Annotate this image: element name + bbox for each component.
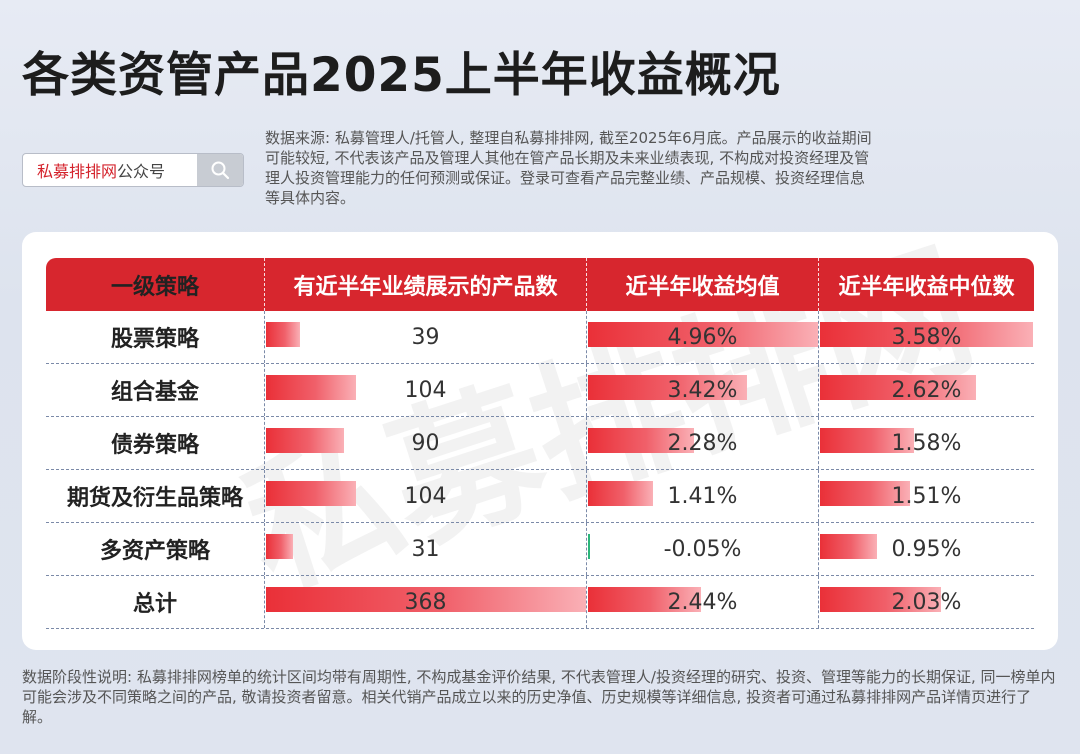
search-box[interactable]: 私募排排网 公众号 (22, 153, 244, 187)
mean-bar (588, 428, 694, 453)
count-value: 31 (411, 536, 440, 562)
table-row: 股票策略 39 4.96% 3.58% (46, 311, 1034, 364)
median-cell: 1.51% (819, 470, 1034, 522)
median-value: 3.58% (891, 324, 962, 350)
mean-bar (588, 322, 818, 347)
median-cell: 2.03% (819, 576, 1034, 628)
count-cell: 368 (265, 576, 587, 628)
median-value: 2.62% (891, 377, 962, 403)
count-value: 368 (404, 589, 447, 615)
table-header: 一级策略 有近半年业绩展示的产品数 近半年收益均值 近半年收益中位数 (46, 258, 1034, 311)
mean-cell: 4.96% (587, 311, 819, 363)
median-bar (820, 534, 877, 559)
count-bar (266, 587, 586, 612)
count-cell: 31 (265, 523, 587, 575)
mean-cell: 2.44% (587, 576, 819, 628)
median-bar (820, 375, 976, 400)
mean-value: -0.05% (663, 536, 742, 562)
mean-bar (588, 534, 590, 559)
header-count: 有近半年业绩展示的产品数 (265, 258, 587, 311)
strategy-label: 总计 (46, 576, 265, 628)
mean-cell: 1.41% (587, 470, 819, 522)
mean-cell: -0.05% (587, 523, 819, 575)
median-cell: 3.58% (819, 311, 1034, 363)
mean-cell: 2.28% (587, 417, 819, 469)
mean-value: 4.96% (667, 324, 738, 350)
mean-bar (588, 375, 747, 400)
mean-value: 1.41% (667, 483, 738, 509)
mean-value: 2.44% (667, 589, 738, 615)
count-value: 104 (404, 483, 447, 509)
table-row: 多资产策略 31 -0.05% 0.95% (46, 523, 1034, 576)
mean-bar (588, 587, 702, 612)
search-button[interactable] (197, 154, 243, 186)
header-strategy: 一级策略 (46, 258, 265, 311)
count-bar (266, 375, 357, 400)
count-bar (266, 322, 300, 347)
strategy-label: 期货及衍生品策略 (46, 470, 265, 522)
count-value: 90 (411, 430, 440, 456)
median-value: 1.51% (891, 483, 962, 509)
strategy-label: 债券策略 (46, 417, 265, 469)
search-brand: 私募排排网 (37, 162, 118, 181)
count-bar (266, 481, 357, 506)
mean-bar (588, 481, 654, 506)
search-icon (211, 161, 230, 180)
strategy-label: 股票策略 (46, 311, 265, 363)
median-cell: 2.62% (819, 364, 1034, 416)
median-value: 1.58% (891, 430, 962, 456)
count-value: 104 (404, 377, 447, 403)
count-cell: 39 (265, 311, 587, 363)
count-bar (266, 534, 293, 559)
count-cell: 104 (265, 364, 587, 416)
median-value: 0.95% (891, 536, 962, 562)
table-row: 组合基金 104 3.42% 2.62% (46, 364, 1034, 417)
strategy-label: 组合基金 (46, 364, 265, 416)
median-bar (820, 587, 941, 612)
header-mean: 近半年收益均值 (587, 258, 819, 311)
data-table: 一级策略 有近半年业绩展示的产品数 近半年收益均值 近半年收益中位数 股票策略 3… (46, 258, 1034, 629)
count-cell: 90 (265, 417, 587, 469)
median-bar (820, 322, 1033, 347)
table-row: 债券策略 90 2.28% 1.58% (46, 417, 1034, 470)
page-title: 各类资管产品2025上半年收益概况 (22, 48, 781, 103)
median-cell: 1.58% (819, 417, 1034, 469)
strategy-label: 多资产策略 (46, 523, 265, 575)
median-value: 2.03% (891, 589, 962, 615)
table-body: 股票策略 39 4.96% 3.58% 组合基金 104 3.42% 2.62% 债券策略 90 2… (46, 311, 1034, 629)
mean-cell: 3.42% (587, 364, 819, 416)
median-bar (820, 428, 914, 453)
table-row: 总计 368 2.44% 2.03% (46, 576, 1034, 629)
source-note: 数据来源: 私募管理人/托管人, 整理自私募排排网, 截至2025年6月底。产品… (265, 129, 872, 207)
footer-note: 数据阶段性说明: 私募排排网榜单的统计区间均带有周期性, 不构成基金评价结果, … (22, 668, 1056, 726)
mean-value: 3.42% (667, 377, 738, 403)
count-bar (266, 428, 345, 453)
median-cell: 0.95% (819, 523, 1034, 575)
mean-value: 2.28% (667, 430, 738, 456)
search-text: 私募排排网 公众号 (23, 154, 197, 186)
search-suffix: 公众号 (117, 162, 166, 181)
table-row: 期货及衍生品策略 104 1.41% 1.51% (46, 470, 1034, 523)
header-median: 近半年收益中位数 (838, 274, 1015, 300)
median-bar (820, 481, 910, 506)
count-value: 39 (411, 324, 440, 350)
count-cell: 104 (265, 470, 587, 522)
